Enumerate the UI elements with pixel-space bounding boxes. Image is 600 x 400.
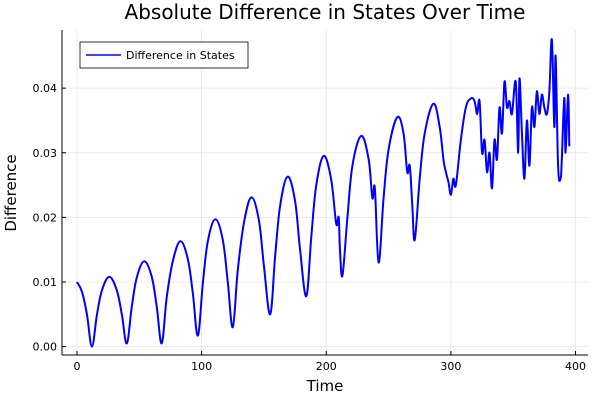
- x-tick-label: 200: [316, 360, 337, 373]
- y-tick-label: 0.02: [33, 211, 58, 224]
- chart-title: Absolute Difference in States Over Time: [125, 0, 526, 24]
- x-tick-label: 0: [73, 360, 80, 373]
- y-tick-label: 0.03: [33, 147, 58, 160]
- x-axis-label: Time: [306, 377, 344, 395]
- series-line-difference-in-states: [76, 38, 571, 348]
- legend-label: Difference in States: [126, 49, 235, 62]
- x-tick-label: 300: [440, 360, 461, 373]
- y-tick-label: 0.04: [33, 82, 58, 95]
- x-tick-label: 100: [191, 360, 212, 373]
- x-tick-label: 400: [565, 360, 586, 373]
- y-axis-label: Difference: [2, 154, 20, 231]
- legend: Difference in States: [79, 41, 249, 69]
- series-layer: [76, 38, 571, 348]
- y-tick-label: 0.00: [33, 341, 58, 354]
- grid: [62, 30, 588, 355]
- y-tick-label: 0.01: [33, 276, 58, 289]
- x-ticks: 0 100 200 300 400: [73, 351, 586, 373]
- y-ticks: 0.00 0.01 0.02 0.03 0.04: [33, 82, 66, 354]
